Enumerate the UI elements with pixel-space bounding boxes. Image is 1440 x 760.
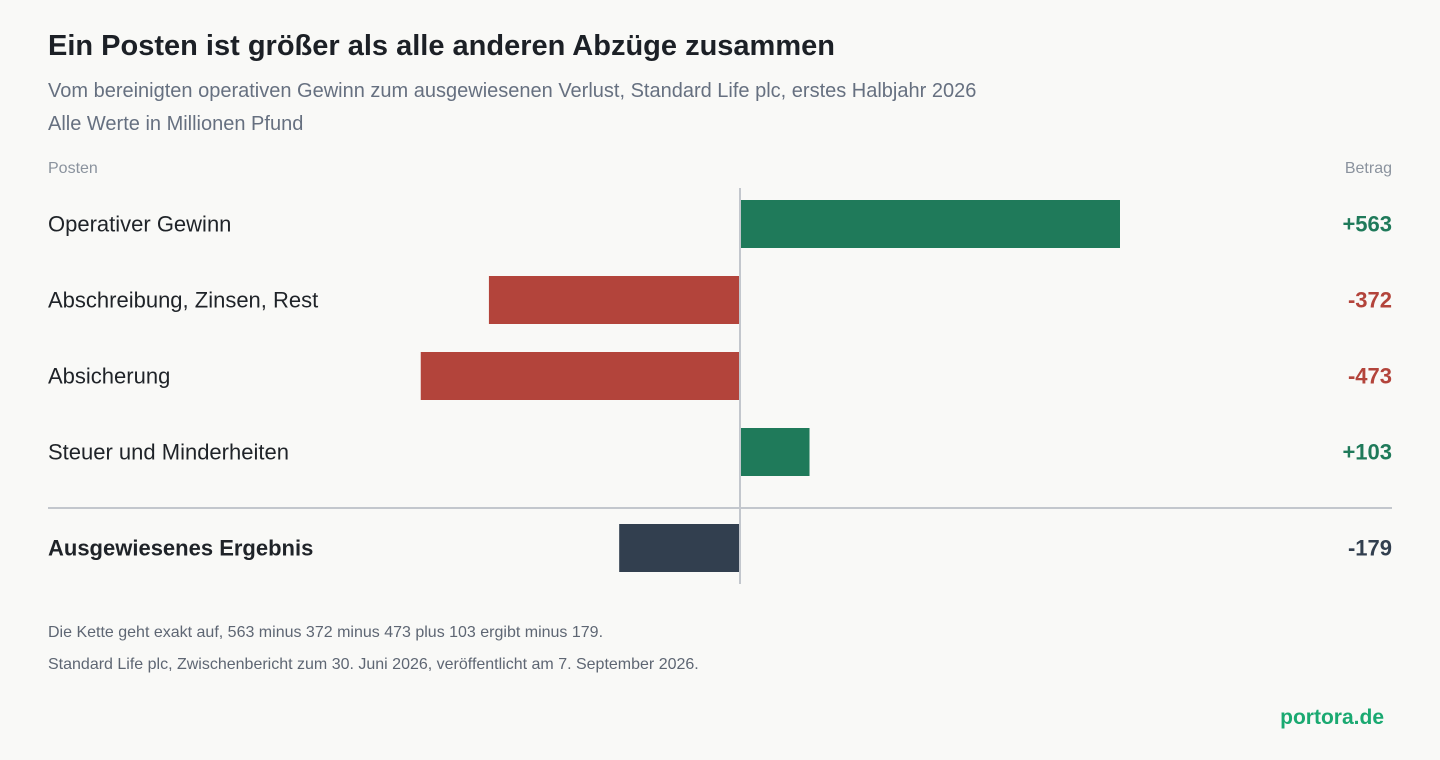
category-label-5: Ausgewiesenes Ergebnis [48,536,313,561]
brand-logo[interactable]: portora.de [1280,706,1384,729]
bar-4 [740,428,810,476]
chart-title: Ein Posten ist größer als alle anderen A… [48,30,835,62]
value-label-2: -372 [1348,288,1392,313]
value-label-4: +103 [1342,440,1392,465]
chart-subtitle: Vom bereinigten operativen Gewinn zum au… [48,80,977,102]
category-label-1: Operativer Gewinn [48,212,231,237]
column-header-items: Posten [48,160,98,177]
bar-chart: Operativer Gewinn +563 Abschreibung, Zinse… [48,188,1392,584]
footnote-reconciliation: Die Kette geht exakt auf, 563 minus 372 … [48,624,604,641]
column-header-amount: Betrag [1344,160,1392,177]
bar-2 [488,276,740,324]
value-label-3: -473 [1348,364,1392,389]
category-label-4: Steuer und Minderheiten [48,440,289,465]
unit-note: Alle Werte in Millionen Pfund [48,113,304,135]
footnote-source: Standard Life plc, Zwischenbericht zum 3… [48,656,699,673]
bar-5 [619,524,740,572]
bar-3 [420,352,740,400]
bar-1 [740,200,1120,248]
value-label-1: +563 [1342,212,1392,237]
category-label-3: Absicherung [48,364,170,389]
value-label-5: -179 [1348,536,1392,561]
category-label-2: Abschreibung, Zinsen, Rest [48,288,318,313]
